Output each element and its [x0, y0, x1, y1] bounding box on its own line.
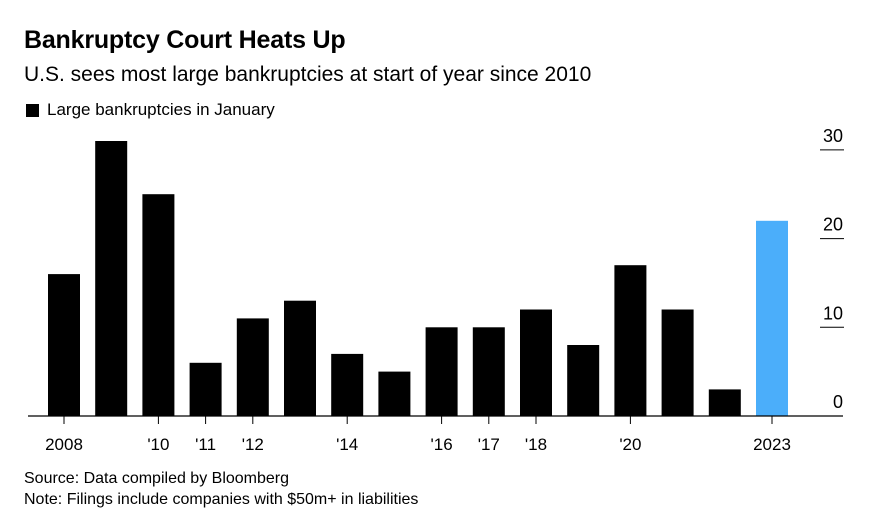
- x-axis: 2008 '10 '11 '12 '14 '16 '17 '18 '20 2023: [28, 415, 843, 454]
- x-tick-label-'10: '10: [147, 435, 169, 454]
- bar-2016: [425, 327, 458, 416]
- x-tick-label-'16: '16: [431, 435, 453, 454]
- bar-2019: [567, 345, 600, 416]
- y-tick-label-0: 0: [833, 392, 843, 412]
- x-tick-label-'18: '18: [525, 435, 547, 454]
- source-note: Source: Data compiled by Bloomberg: [24, 470, 290, 487]
- bar-2015: [378, 371, 411, 416]
- footnote: Note: Filings include companies with $50…: [24, 491, 419, 508]
- bar-2012: [236, 318, 269, 416]
- x-tick-label-'11: '11: [195, 435, 216, 454]
- bar-2018: [520, 309, 552, 416]
- y-tick-label-10: 10: [823, 303, 843, 323]
- bars-group: [48, 141, 788, 416]
- legend-swatch: [26, 103, 39, 117]
- y-axis: 0 10 20 30: [820, 126, 844, 412]
- bar-2008: [48, 274, 80, 416]
- bar-2021: [661, 309, 694, 416]
- bar-2023: [756, 220, 788, 416]
- bar-2009: [95, 141, 128, 416]
- legend: Large bankruptcies in January: [26, 100, 275, 120]
- bar-2017: [472, 327, 505, 416]
- chart-subtitle: U.S. sees most large bankruptcies at sta…: [24, 63, 592, 86]
- legend-label: Large bankruptcies in January: [47, 100, 275, 119]
- chart-title: Bankruptcy Court Heats Up: [24, 26, 346, 54]
- bar-2010: [142, 194, 175, 416]
- bar-2020: [614, 265, 647, 416]
- bar-2013: [284, 300, 316, 416]
- bar-2022: [708, 389, 741, 416]
- x-tick-label-2008: 2008: [45, 435, 83, 454]
- x-tick-label-'20: '20: [619, 435, 641, 454]
- x-tick-label-'17: '17: [478, 435, 500, 454]
- y-tick-label-20: 20: [823, 215, 843, 235]
- x-tick-label-'14: '14: [336, 435, 358, 454]
- y-tick-label-30: 30: [823, 126, 843, 146]
- bar-2011: [189, 362, 222, 416]
- x-tick-label-'12: '12: [242, 435, 264, 454]
- bar-2014: [331, 353, 364, 416]
- x-tick-label-2023: 2023: [753, 435, 791, 454]
